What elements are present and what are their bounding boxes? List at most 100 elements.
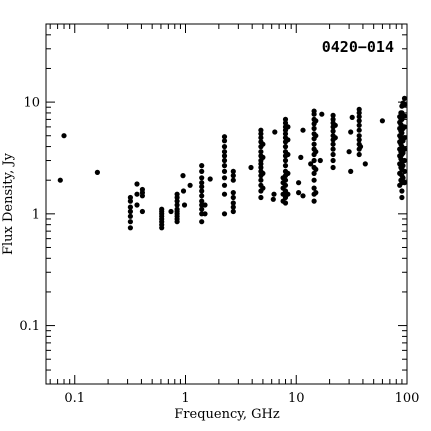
data-point: [282, 131, 289, 137]
data-point: [346, 149, 352, 155]
data-point: [330, 116, 336, 122]
data-point: [230, 194, 236, 201]
data-point: [248, 164, 254, 171]
data-point: [311, 185, 317, 191]
data-point: [356, 137, 362, 143]
data-point: [199, 188, 205, 194]
data-point: [311, 177, 317, 183]
data-point: [401, 146, 408, 152]
data-point: [357, 144, 364, 150]
data-point: [199, 180, 205, 186]
data-point: [174, 206, 180, 212]
data-point: [313, 190, 319, 196]
data-point: [258, 149, 264, 155]
data-point: [221, 157, 228, 164]
data-point: [270, 196, 276, 202]
data-point: [202, 202, 208, 208]
data-point: [207, 176, 213, 182]
data-point: [282, 200, 289, 206]
data-point: [313, 166, 319, 172]
y-tick-label: 10: [23, 96, 40, 111]
data-point: [127, 204, 133, 210]
data-point: [282, 177, 289, 183]
data-point: [282, 182, 289, 188]
data-point: [199, 206, 205, 212]
data-point: [313, 149, 319, 155]
data-point: [187, 182, 193, 188]
data-point: [134, 181, 140, 187]
data-point: [330, 157, 336, 164]
data-point: [348, 168, 354, 174]
data-point: [202, 211, 208, 217]
data-point: [57, 177, 63, 183]
data-point: [199, 193, 205, 199]
data-point: [282, 144, 289, 150]
data-point: [258, 194, 264, 201]
data-point: [230, 200, 236, 206]
data-point: [298, 154, 304, 160]
data-point: [199, 184, 205, 190]
data-point: [260, 170, 266, 176]
data-point: [168, 208, 174, 215]
data-point: [221, 175, 228, 181]
data-point: [356, 133, 362, 139]
source-annotation: 0420−014: [322, 38, 394, 56]
data-point: [399, 194, 405, 201]
data-point: [127, 219, 133, 225]
data-point: [139, 193, 145, 199]
y-tick-label: 0.1: [19, 319, 40, 334]
data-point: [221, 182, 228, 188]
data-point: [230, 168, 236, 174]
data-point: [349, 114, 355, 120]
data-point: [308, 161, 314, 167]
data-point: [221, 168, 228, 174]
data-point: [271, 191, 277, 197]
data-point: [127, 194, 133, 201]
data-point: [356, 118, 362, 124]
data-point: [401, 102, 408, 108]
data-point: [330, 141, 336, 147]
data-point: [311, 198, 317, 204]
data-point: [181, 202, 188, 208]
data-point: [379, 118, 385, 124]
data-point: [313, 133, 319, 139]
data-point: [230, 190, 236, 196]
data-point: [258, 131, 264, 137]
y-tick-label: 1: [32, 207, 40, 222]
x-tick-label: 100: [395, 391, 420, 406]
data-point: [356, 151, 362, 158]
data-point: [332, 122, 338, 128]
data-point: [296, 190, 302, 196]
data-point: [258, 135, 264, 141]
data-point: [174, 202, 180, 208]
data-point: [332, 135, 338, 141]
data-point: [313, 118, 319, 124]
data-point: [221, 163, 228, 169]
data-point: [296, 180, 302, 186]
data-point: [199, 198, 205, 204]
data-point: [61, 133, 67, 139]
data-point: [400, 163, 406, 169]
x-tick-label: 10: [288, 391, 305, 406]
data-point: [139, 208, 145, 215]
data-point: [199, 168, 205, 174]
data-point: [282, 120, 289, 126]
data-point: [94, 169, 100, 175]
data-point: [330, 128, 336, 134]
data-point: [311, 141, 317, 147]
data-point: [230, 204, 236, 210]
data-point: [272, 129, 278, 135]
data-point: [258, 177, 264, 183]
data-point: [221, 153, 228, 159]
data-point: [330, 164, 336, 171]
data-point: [199, 219, 205, 225]
data-point: [401, 157, 408, 164]
data-point: [285, 151, 291, 158]
data-point: [221, 144, 228, 150]
data-point: [401, 168, 408, 174]
data-point: [330, 112, 336, 118]
data-points: [57, 95, 408, 231]
data-point: [399, 188, 405, 194]
data-point: [319, 111, 325, 117]
